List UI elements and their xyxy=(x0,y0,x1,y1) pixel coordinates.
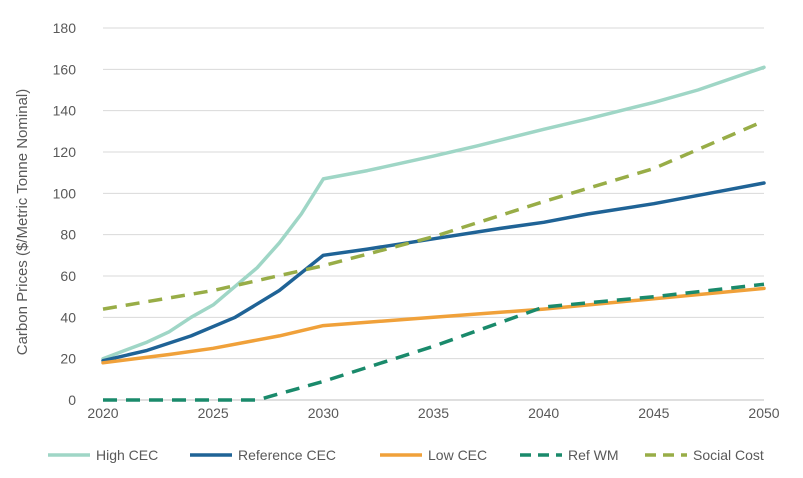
legend-label: Social Cost xyxy=(693,447,764,463)
legend-label: Reference CEC xyxy=(238,447,336,463)
y-tick-label: 100 xyxy=(53,185,77,201)
legend-label: Low CEC xyxy=(428,447,487,463)
x-axis-ticks: 2020 2025 2030 2035 2040 2045 2050 xyxy=(87,405,779,421)
series-line-low-cec xyxy=(101,286,766,365)
series-line-reference-cec xyxy=(101,181,766,363)
x-tick-label: 2035 xyxy=(418,405,449,421)
legend-label: Ref WM xyxy=(568,447,619,463)
series-lines xyxy=(101,65,766,402)
y-tick-label: 80 xyxy=(60,227,76,243)
x-tick-label: 2040 xyxy=(528,405,559,421)
x-tick-label: 2045 xyxy=(638,405,669,421)
series-line-social-cost xyxy=(102,119,765,311)
x-tick-label: 2050 xyxy=(748,405,779,421)
y-tick-label: 0 xyxy=(68,392,76,408)
y-tick-label: 40 xyxy=(60,309,76,325)
x-tick-label: 2030 xyxy=(308,405,339,421)
y-tick-label: 180 xyxy=(53,20,77,36)
series-line-high-cec xyxy=(101,65,766,361)
y-tick-label: 120 xyxy=(53,144,77,160)
legend-label: High CEC xyxy=(96,447,158,463)
y-axis-ticks: 0 20 40 60 80 100 120 140 160 180 xyxy=(53,20,77,408)
y-tick-label: 160 xyxy=(53,61,77,77)
legend: High CEC Reference CEC Low CEC Ref WM Social… xyxy=(48,447,764,463)
y-tick-label: 60 xyxy=(60,268,76,284)
y-axis-label: Carbon Prices ($/Metric Tonne Nominal) xyxy=(14,89,31,356)
x-tick-label: 2020 xyxy=(87,405,118,421)
gridlines xyxy=(103,27,764,401)
y-tick-label: 20 xyxy=(60,351,76,367)
y-tick-label: 140 xyxy=(53,103,77,119)
x-tick-label: 2025 xyxy=(198,405,229,421)
series-line-ref-wm xyxy=(103,282,765,402)
